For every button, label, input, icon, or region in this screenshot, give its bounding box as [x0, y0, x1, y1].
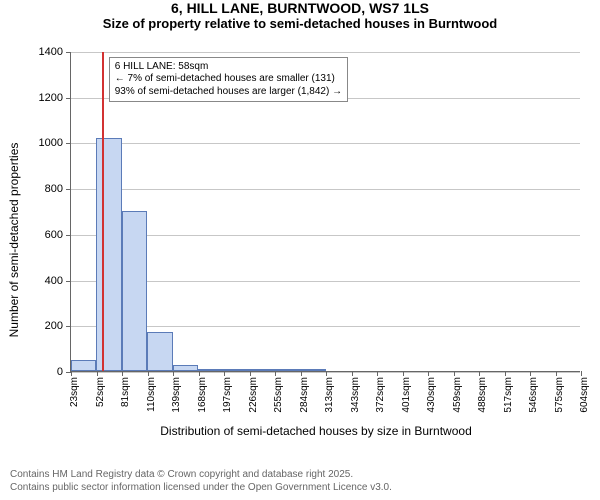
y-tick-label: 1000 [39, 137, 63, 149]
x-tick-label: 488sqm [477, 377, 488, 413]
histogram-bar [198, 369, 223, 371]
x-tick [97, 371, 98, 376]
y-tick-label: 0 [57, 366, 63, 378]
y-tick [66, 52, 71, 53]
x-tick [556, 371, 557, 376]
histogram-bar [173, 365, 198, 371]
x-tick-label: 284sqm [299, 377, 310, 413]
x-tick-label: 459sqm [452, 377, 463, 413]
x-tick [250, 371, 251, 376]
x-tick-label: 575sqm [554, 377, 565, 413]
histogram-bar [147, 332, 172, 371]
annotation-line: 93% of semi-detached houses are larger (… [115, 86, 342, 99]
x-tick [377, 371, 378, 376]
x-tick-label: 197sqm [222, 377, 233, 413]
y-tick-label: 200 [45, 320, 63, 332]
histogram-bar [122, 211, 147, 371]
x-tick-label: 343sqm [350, 377, 361, 413]
x-tick [326, 371, 327, 376]
histogram-bar [71, 360, 96, 371]
histogram-bar [275, 369, 300, 371]
histogram-bar [249, 369, 274, 371]
histogram-bar [300, 369, 325, 371]
y-tick [66, 143, 71, 144]
chart-subtitle: Size of property relative to semi-detach… [0, 16, 600, 31]
x-tick [581, 371, 582, 376]
x-tick [71, 371, 72, 376]
x-tick-label: 604sqm [579, 377, 590, 413]
x-tick [428, 371, 429, 376]
y-tick-label: 1200 [39, 92, 63, 104]
plot-region: 020040060080010001200140023sqm52sqm81sqm… [70, 52, 580, 372]
gridline [71, 52, 580, 53]
credits-line1: Contains HM Land Registry data © Crown c… [10, 469, 392, 482]
y-tick [66, 281, 71, 282]
x-tick-label: 168sqm [197, 377, 208, 413]
x-tick-label: 313sqm [324, 377, 335, 413]
chart-area: Number of semi-detached properties 02004… [42, 44, 590, 436]
x-tick-label: 401sqm [401, 377, 412, 413]
histogram-bar [224, 369, 249, 371]
credits-line2: Contains public sector information licen… [10, 482, 392, 495]
x-tick-label: 23sqm [69, 377, 80, 407]
annotation-line: ← 7% of semi-detached houses are smaller… [115, 73, 342, 86]
annotation-box: 6 HILL LANE: 58sqm← 7% of semi-detached … [109, 57, 348, 103]
x-tick-label: 81sqm [120, 377, 131, 407]
y-tick [66, 98, 71, 99]
x-tick [122, 371, 123, 376]
y-tick-label: 1400 [39, 46, 63, 58]
x-tick-label: 255sqm [273, 377, 284, 413]
x-tick [505, 371, 506, 376]
x-tick [479, 371, 480, 376]
x-tick-label: 517sqm [503, 377, 514, 413]
y-tick [66, 235, 71, 236]
x-tick [530, 371, 531, 376]
x-tick [352, 371, 353, 376]
x-tick [403, 371, 404, 376]
x-axis-label: Distribution of semi-detached houses by … [160, 424, 472, 438]
credits: Contains HM Land Registry data © Crown c… [10, 469, 392, 494]
x-tick-label: 430sqm [426, 377, 437, 413]
annotation-line: 6 HILL LANE: 58sqm [115, 61, 342, 74]
x-tick-label: 546sqm [528, 377, 539, 413]
histogram-bar [96, 138, 121, 371]
y-axis-label: Number of semi-detached properties [7, 143, 21, 338]
x-tick-label: 372sqm [375, 377, 386, 413]
y-tick-label: 400 [45, 275, 63, 287]
title-block: 6, HILL LANE, BURNTWOOD, WS7 1LS Size of… [0, 0, 600, 31]
x-tick-label: 226sqm [248, 377, 259, 413]
x-tick [275, 371, 276, 376]
x-tick-label: 139sqm [171, 377, 182, 413]
gridline [71, 143, 580, 144]
x-tick-label: 110sqm [146, 377, 157, 412]
y-tick [66, 326, 71, 327]
y-tick [66, 189, 71, 190]
x-tick [199, 371, 200, 376]
x-tick-label: 52sqm [95, 377, 106, 407]
gridline [71, 189, 580, 190]
y-tick-label: 600 [45, 229, 63, 241]
x-tick [148, 371, 149, 376]
reference-line [102, 52, 104, 371]
x-tick [301, 371, 302, 376]
chart-title: 6, HILL LANE, BURNTWOOD, WS7 1LS [0, 0, 600, 16]
x-tick [224, 371, 225, 376]
y-tick-label: 800 [45, 183, 63, 195]
x-tick [173, 371, 174, 376]
x-tick [454, 371, 455, 376]
